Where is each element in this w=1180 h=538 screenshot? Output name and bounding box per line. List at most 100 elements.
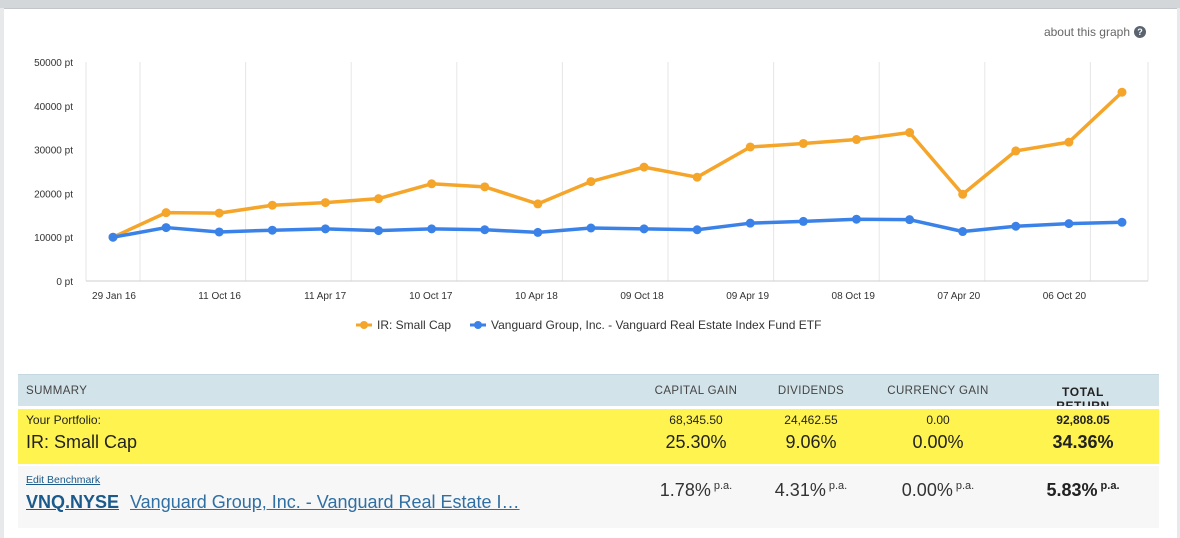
data-point xyxy=(374,194,384,204)
data-point xyxy=(745,142,755,152)
x-tick-label: 09 Apr 19 xyxy=(726,291,769,302)
data-point xyxy=(905,215,915,225)
data-point xyxy=(214,208,224,218)
capital-gain-heading: CAPITAL GAIN xyxy=(654,385,738,397)
benchmark-dividends: 4.31% p.a. xyxy=(775,480,847,501)
summary-table: SUMMARY CAPITAL GAIN DIVIDENDS CURRENCY … xyxy=(18,374,1159,528)
data-point xyxy=(586,223,596,233)
data-point xyxy=(958,189,968,199)
data-point xyxy=(1011,221,1021,231)
data-point xyxy=(267,225,277,235)
benchmark-row: Edit Benchmark VNQ.NYSE Vanguard Group, … xyxy=(18,464,1159,528)
x-tick-label: 29 Jan 16 xyxy=(92,291,136,302)
y-tick-label: 20000 pt xyxy=(34,189,73,200)
data-point xyxy=(639,224,649,234)
benchmark-dividends-value: 4.31% xyxy=(774,480,826,500)
capital-gain-pct: 25.30% xyxy=(665,432,727,452)
left-border xyxy=(0,8,4,538)
pa-label: p.a. xyxy=(955,480,975,492)
about-graph-label: about this graph xyxy=(1043,25,1130,39)
y-tick-label: 30000 pt xyxy=(34,146,73,157)
edit-benchmark-link[interactable]: Edit Benchmark xyxy=(26,474,101,486)
y-tick-label: 0 pt xyxy=(56,277,73,288)
x-tick-label: 08 Oct 19 xyxy=(832,291,876,302)
benchmark-currency-gain-value: 0.00% xyxy=(901,480,953,500)
summary-header: SUMMARY CAPITAL GAIN DIVIDENDS CURRENCY … xyxy=(18,374,1159,413)
currency-gain-pct: 0.00% xyxy=(912,432,964,452)
data-point xyxy=(798,216,808,226)
x-tick-label: 07 Apr 20 xyxy=(937,291,980,302)
data-point xyxy=(320,198,330,208)
legend-label: Vanguard Group, Inc. - Vanguard Real Est… xyxy=(491,318,821,332)
x-tick-label: 10 Oct 17 xyxy=(409,291,453,302)
data-point xyxy=(427,224,437,234)
total-return-amount: 92,808.05 xyxy=(1056,413,1110,427)
x-tick-label: 06 Oct 20 xyxy=(1043,291,1087,302)
benchmark-currency-gain: 0.00% p.a. xyxy=(902,480,974,501)
data-point xyxy=(1064,219,1074,229)
about-graph-link[interactable]: about this graph ? xyxy=(1044,25,1146,39)
data-point xyxy=(851,135,861,145)
data-point xyxy=(533,199,543,209)
data-point xyxy=(427,179,437,189)
data-point xyxy=(851,214,861,224)
currency-gain-amount: 0.00 xyxy=(926,413,950,427)
right-border xyxy=(1177,8,1180,538)
data-point xyxy=(958,227,968,237)
y-tick-label: 50000 pt xyxy=(34,58,73,69)
portfolio-row: Your Portfolio: IR: Small Cap 68,345.50 … xyxy=(18,406,1159,464)
capital-gain-amount: 68,345.50 xyxy=(669,413,723,427)
top-bar xyxy=(0,0,1180,9)
dividends-pct: 9.06% xyxy=(785,432,837,452)
benchmark-total-return-value: 5.83% xyxy=(1046,480,1098,500)
benchmark-ticker-link[interactable]: VNQ.NYSE xyxy=(26,492,120,512)
data-point xyxy=(480,225,490,235)
dividends-heading: DIVIDENDS xyxy=(777,385,845,397)
legend-swatch-marker xyxy=(474,321,482,329)
data-point xyxy=(533,227,543,237)
data-point xyxy=(1064,137,1074,147)
data-point xyxy=(692,172,702,182)
legend-label: IR: Small Cap xyxy=(377,318,451,332)
data-point xyxy=(905,128,915,138)
y-tick-label: 40000 pt xyxy=(34,102,73,113)
data-point xyxy=(374,226,384,236)
x-tick-label: 09 Oct 18 xyxy=(620,291,664,302)
series-line xyxy=(112,90,1124,239)
pa-label: p.a. xyxy=(828,480,848,492)
data-point xyxy=(586,177,596,187)
data-point xyxy=(267,200,277,210)
data-point xyxy=(1011,146,1021,156)
data-point xyxy=(480,182,490,192)
data-point xyxy=(161,208,171,218)
data-point xyxy=(161,223,171,233)
portfolio-name: IR: Small Cap xyxy=(26,432,138,452)
pa-label: p.a. xyxy=(1100,480,1120,492)
data-point xyxy=(639,162,649,172)
pa-label: p.a. xyxy=(713,480,733,492)
currency-gain-heading: CURRENCY GAIN xyxy=(887,385,989,397)
x-tick-label: 11 Apr 17 xyxy=(304,291,347,302)
help-icon: ? xyxy=(1134,26,1146,38)
performance-chart: 29 Jan 16 11 Oct 16 11 Apr 17 10 Oct 17 10 A… xyxy=(34,58,1149,332)
legend-swatch-marker xyxy=(360,321,368,329)
data-point xyxy=(1117,217,1127,227)
dividends-amount: 24,462.55 xyxy=(784,413,838,427)
x-tick-label: 10 Apr 18 xyxy=(515,291,558,302)
x-tick-label: 11 Oct 16 xyxy=(198,291,241,302)
benchmark-capital-gain-value: 1.78% xyxy=(659,480,711,500)
summary-heading: SUMMARY xyxy=(26,385,88,397)
data-point xyxy=(320,224,330,234)
data-point xyxy=(745,218,755,228)
benchmark-total-return: 5.83% p.a. xyxy=(1047,480,1120,501)
data-point xyxy=(692,225,702,235)
data-point xyxy=(108,232,118,242)
benchmark-name-link[interactable]: Vanguard Group, Inc. - Vanguard Real Est… xyxy=(130,492,520,512)
benchmark-capital-gain: 1.78% p.a. xyxy=(660,480,732,501)
total-return-pct: 34.36% xyxy=(1052,432,1114,452)
portfolio-label: Your Portfolio: xyxy=(26,413,101,427)
data-point xyxy=(214,227,224,237)
y-tick-label: 10000 pt xyxy=(34,233,73,244)
data-point xyxy=(1117,87,1127,97)
data-point xyxy=(798,138,808,148)
